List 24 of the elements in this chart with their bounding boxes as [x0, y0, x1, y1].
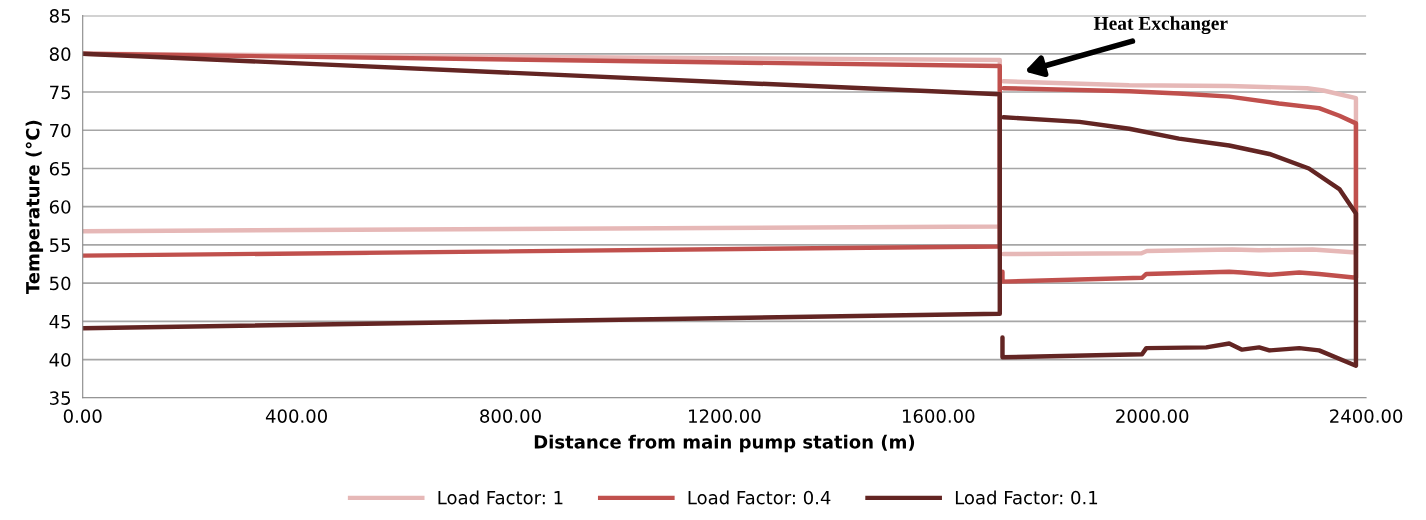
x-tick-label: 400.00	[265, 409, 327, 423]
y-tick-label: 55	[50, 238, 71, 253]
x-tick-label: 800.00	[480, 409, 541, 423]
y-tick-label: 40	[49, 353, 71, 367]
x-tick-label: 1600.00	[902, 409, 975, 423]
y-tick-label: 50	[50, 276, 71, 291]
x-tick-label: 0.00	[63, 409, 102, 423]
y-tick-label: 35	[50, 391, 71, 405]
legend-label: Load Factor: 0.4	[688, 490, 831, 505]
y-tick-label: 70	[50, 123, 71, 138]
annotation: Heat Exchanger	[1093, 16, 1228, 35]
x-tick-label: 2400.00	[1330, 409, 1403, 423]
legend-label: Load Factor: 1	[438, 490, 563, 505]
y-tick-label: 65	[49, 161, 71, 176]
y-tick-label: 45	[49, 315, 71, 329]
x-tick-label: 2000.00	[1116, 409, 1189, 423]
y-tick-label: 85	[49, 9, 71, 23]
y-axis-title: Temperature (°C)	[25, 120, 44, 295]
y-tick-label: 75	[50, 85, 71, 100]
x-axis-title: Distance from main pump station (m)	[534, 434, 915, 453]
y-tick-label: 60	[49, 200, 71, 214]
x-tick-label: 1200.00	[689, 409, 761, 423]
legend-label: Load Factor: 0.1	[955, 490, 1098, 505]
y-tick-label: 80	[49, 47, 71, 61]
